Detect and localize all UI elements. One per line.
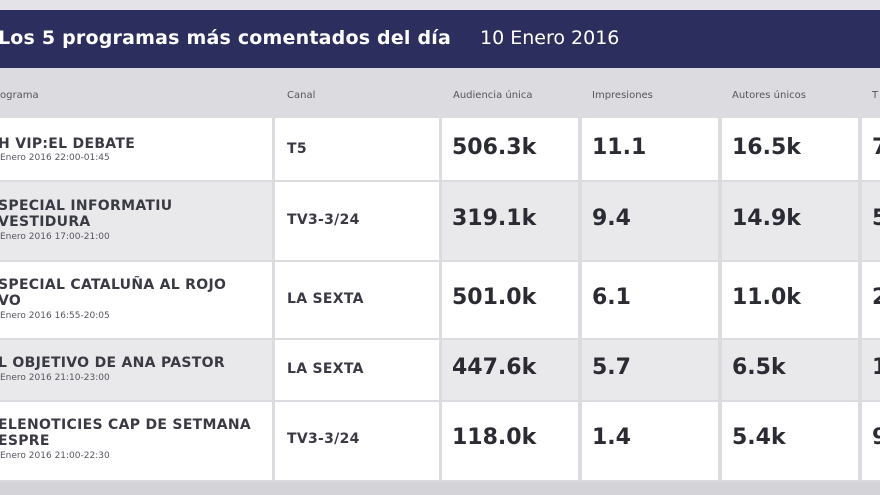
autores-value: 16.5k [732, 135, 801, 160]
cell-audiencia: 319.1k [442, 182, 578, 260]
cell-autores: 14.9k [722, 182, 858, 260]
table-row: SPECIAL CATALUÑA AL ROJO VO Enero 2016 1… [0, 262, 880, 338]
column-header-programa: ograma [0, 90, 39, 101]
column-header-last: T [872, 90, 879, 101]
column-header-impresiones: Impresiones [592, 90, 653, 101]
program-time: Enero 2016 21:00-22:30 [0, 451, 110, 461]
program-name-line2: VO [0, 293, 22, 309]
cell-audiencia: 447.6k [442, 340, 578, 400]
cell-last: 7 [862, 118, 880, 180]
cell-last: 1 [862, 340, 880, 400]
channel-name: T5 [287, 141, 307, 157]
autores-value: 11.0k [732, 285, 801, 310]
cell-autores: 6.5k [722, 340, 858, 400]
last-value: 1 [872, 355, 880, 380]
cell-impresiones: 6.1 [582, 262, 718, 338]
impresiones-value: 1.4 [592, 425, 631, 450]
program-time: Enero 2016 17:00-21:00 [0, 232, 110, 242]
program-name: SPECIAL INFORMATIU [0, 198, 173, 214]
cell-audiencia: 506.3k [442, 118, 578, 180]
table-header-bar: Los 5 programas más comentados del día 1… [0, 10, 880, 68]
program-name: SPECIAL CATALUÑA AL ROJO [0, 277, 227, 293]
program-time: Enero 2016 16:55-20:05 [0, 311, 110, 321]
autores-value: 6.5k [732, 355, 786, 380]
cell-last: 5 [862, 182, 880, 260]
cell-canal: T5 [275, 118, 439, 180]
cell-audiencia: 118.0k [442, 402, 578, 480]
impresiones-value: 6.1 [592, 285, 631, 310]
cell-programa: L OBJETIVO DE ANA PASTOR Enero 2016 21:1… [0, 340, 272, 400]
column-header-autores: Autores únicos [732, 90, 806, 101]
table-row: SPECIAL INFORMATIU VESTIDURA Enero 2016 … [0, 182, 880, 260]
cell-canal: TV3-3/24 [275, 402, 439, 480]
cell-programa: SPECIAL CATALUÑA AL ROJO VO Enero 2016 1… [0, 262, 272, 338]
program-name: H VIP:EL DEBATE [0, 136, 136, 152]
cell-impresiones: 9.4 [582, 182, 718, 260]
autores-value: 5.4k [732, 425, 786, 450]
impresiones-value: 9.4 [592, 206, 631, 231]
cell-last: 2 [862, 262, 880, 338]
last-value: 7 [872, 135, 880, 160]
column-header-canal: Canal [287, 90, 316, 101]
channel-name: TV3-3/24 [287, 431, 360, 447]
cell-canal: LA SEXTA [275, 340, 439, 400]
top-strip [0, 0, 880, 10]
cell-autores: 5.4k [722, 402, 858, 480]
program-name: ELENOTICIES CAP DE SETMANA [0, 417, 252, 433]
table-date: 10 Enero 2016 [480, 27, 620, 49]
cell-last: 9 [862, 402, 880, 480]
cell-autores: 11.0k [722, 262, 858, 338]
cell-impresiones: 5.7 [582, 340, 718, 400]
audiencia-value: 118.0k [452, 425, 537, 450]
table-row: L OBJETIVO DE ANA PASTOR Enero 2016 21:1… [0, 340, 880, 400]
cell-programa: ELENOTICIES CAP DE SETMANA ESPRE Enero 2… [0, 402, 272, 480]
audiencia-value: 506.3k [452, 135, 537, 160]
column-header-audiencia: Audiencia única [453, 90, 533, 101]
program-name: L OBJETIVO DE ANA PASTOR [0, 355, 225, 371]
impresiones-value: 11.1 [592, 135, 647, 160]
bottom-strip [0, 482, 880, 495]
program-time: Enero 2016 21:10-23:00 [0, 373, 110, 383]
cell-programa: SPECIAL INFORMATIU VESTIDURA Enero 2016 … [0, 182, 272, 260]
cell-canal: LA SEXTA [275, 262, 439, 338]
cell-impresiones: 1.4 [582, 402, 718, 480]
last-value: 9 [872, 425, 880, 450]
cell-programa: H VIP:EL DEBATE Enero 2016 22:00-01:45 [0, 118, 272, 180]
channel-name: TV3-3/24 [287, 212, 360, 228]
cell-canal: TV3-3/24 [275, 182, 439, 260]
impresiones-value: 5.7 [592, 355, 631, 380]
last-value: 5 [872, 206, 880, 231]
program-time: Enero 2016 22:00-01:45 [0, 153, 110, 163]
table-row: ELENOTICIES CAP DE SETMANA ESPRE Enero 2… [0, 402, 880, 480]
table-row: H VIP:EL DEBATE Enero 2016 22:00-01:45 T… [0, 118, 880, 180]
cell-autores: 16.5k [722, 118, 858, 180]
audiencia-value: 501.0k [452, 285, 537, 310]
channel-name: LA SEXTA [287, 361, 364, 377]
cell-impresiones: 11.1 [582, 118, 718, 180]
program-name-line2: VESTIDURA [0, 214, 91, 230]
cell-audiencia: 501.0k [442, 262, 578, 338]
autores-value: 14.9k [732, 206, 801, 231]
table-title: Los 5 programas más comentados del día [0, 27, 451, 49]
channel-name: LA SEXTA [287, 291, 364, 307]
last-value: 2 [872, 285, 880, 310]
audiencia-value: 447.6k [452, 355, 537, 380]
audiencia-value: 319.1k [452, 206, 537, 231]
program-name-line2: ESPRE [0, 433, 50, 449]
